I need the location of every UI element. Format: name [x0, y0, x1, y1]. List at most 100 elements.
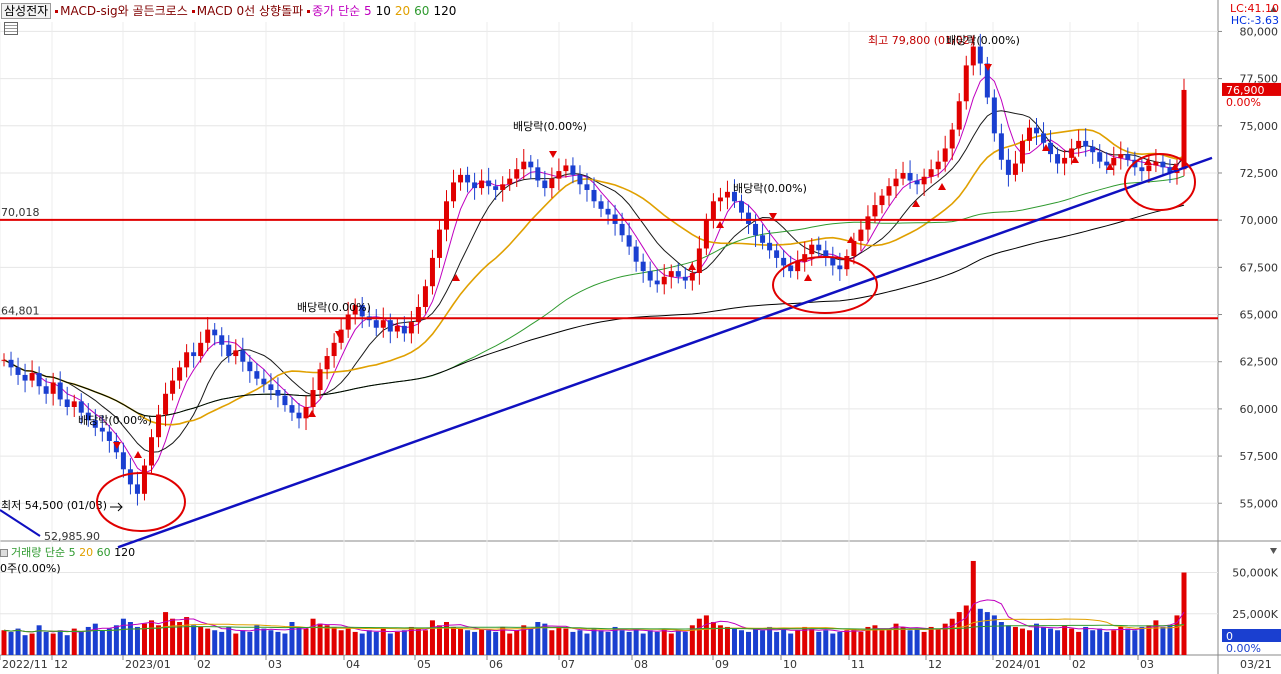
candle — [212, 329, 218, 336]
candle — [584, 184, 590, 190]
candle — [233, 350, 239, 357]
volume-bar — [317, 623, 323, 655]
volume-bar — [8, 631, 14, 655]
support-line-label: 64,801 — [1, 304, 40, 317]
volume-bar — [535, 622, 541, 655]
ma-period-20[interactable]: 20 — [394, 4, 411, 18]
candle — [1090, 146, 1096, 153]
indicator-1[interactable]: MACD-sig와 골든크로스 — [60, 4, 188, 18]
candle — [689, 273, 695, 281]
candle — [57, 382, 63, 400]
candle — [809, 244, 815, 255]
buy-signal-icon — [688, 263, 696, 270]
volume-bar — [36, 625, 42, 655]
volume-bar — [261, 628, 267, 655]
candle — [844, 256, 850, 270]
trendline[interactable]: 52,985.90 — [0, 156, 1213, 549]
volume-bar — [352, 631, 358, 655]
current-volume-label: 0 — [1226, 630, 1233, 643]
volume-bar — [50, 633, 56, 655]
stock-name[interactable]: 삼성전자 — [1, 3, 52, 19]
volume-bar — [429, 620, 435, 655]
volume-bar — [584, 633, 590, 655]
volume-bar — [675, 630, 681, 655]
highlight-circle — [96, 472, 186, 532]
candle — [247, 361, 253, 372]
candle — [886, 186, 892, 196]
ma-period-10[interactable]: 10 — [375, 4, 391, 18]
candle — [816, 244, 822, 251]
candle — [310, 390, 316, 408]
candle — [598, 201, 604, 209]
volume-bar — [1153, 620, 1159, 655]
candle — [401, 325, 407, 334]
volume-bar — [64, 635, 70, 655]
candle — [15, 367, 21, 375]
volume-tick-label: 50,000K — [1232, 567, 1278, 580]
vol-period-20[interactable]: 20 — [79, 546, 94, 559]
ma-label[interactable]: 종가 단순 5 — [312, 4, 372, 18]
volume-bar — [1146, 625, 1152, 655]
volume-bar — [71, 628, 77, 655]
volume-bar — [879, 630, 885, 655]
volume-bar — [1076, 631, 1082, 655]
candle — [528, 161, 534, 168]
volume-bar — [113, 625, 119, 655]
volume-bar — [1083, 626, 1089, 655]
candle — [219, 335, 225, 345]
volume-bar — [598, 630, 604, 655]
candle — [767, 242, 773, 251]
volume-bar — [472, 631, 478, 655]
x-tick-label: 12 — [54, 658, 68, 671]
x-tick-label: 02 — [1072, 658, 1086, 671]
candle — [1069, 148, 1075, 158]
candle — [746, 212, 752, 224]
volume-bar — [935, 628, 941, 655]
vol-period-120[interactable]: 120 — [114, 546, 136, 559]
candle — [99, 427, 105, 432]
horizontal-lines[interactable]: 70,018 64,801 — [0, 206, 1218, 320]
price-axis: 80,000 77,500 75,000 72,500 70,000 67,500 65,0… — [1218, 6, 1281, 510]
candle — [591, 189, 597, 202]
volume-bar — [134, 626, 140, 655]
candle — [514, 169, 520, 179]
volume-bar — [739, 630, 744, 655]
volume-bar — [619, 630, 625, 655]
volume-bar — [303, 628, 309, 655]
volume-bar — [689, 625, 695, 655]
candle — [1139, 167, 1145, 172]
buy-signal-icon — [1042, 144, 1050, 151]
volume-bar — [1167, 625, 1173, 655]
y-tick-label: 80,000 — [1240, 25, 1279, 38]
vol-period-60[interactable]: 60 — [96, 546, 111, 559]
candle — [352, 305, 358, 315]
candle — [500, 184, 506, 190]
candle — [956, 101, 962, 130]
candle — [858, 229, 864, 241]
volume-bar — [907, 630, 913, 655]
volume-bar — [577, 630, 583, 655]
ma-period-60[interactable]: 60 — [414, 4, 430, 18]
volume-bar — [479, 628, 485, 655]
candle — [1005, 159, 1011, 175]
candle — [226, 344, 232, 357]
y-tick-label: 62,500 — [1240, 356, 1279, 369]
volume-bar — [858, 631, 864, 655]
volume-bar — [570, 631, 576, 655]
buy-signal-icon — [716, 221, 724, 228]
ma-period-120[interactable]: 120 — [433, 4, 457, 18]
volume-bar — [781, 628, 787, 655]
x-tick-label: 04 — [346, 658, 360, 671]
candle — [1167, 167, 1173, 173]
buy-signal-icon — [134, 451, 142, 458]
y-tick-label: 70,000 — [1240, 214, 1279, 227]
candle — [458, 174, 464, 183]
volume-bar — [521, 625, 527, 655]
volume-label[interactable]: 거래량 단순 5 — [11, 546, 76, 559]
indicator-2[interactable]: MACD 0선 상향돌파 — [196, 4, 304, 18]
grid-toggle-icon[interactable] — [4, 22, 18, 35]
candle — [893, 178, 899, 187]
volume-bar — [647, 630, 653, 655]
candle — [535, 167, 541, 181]
